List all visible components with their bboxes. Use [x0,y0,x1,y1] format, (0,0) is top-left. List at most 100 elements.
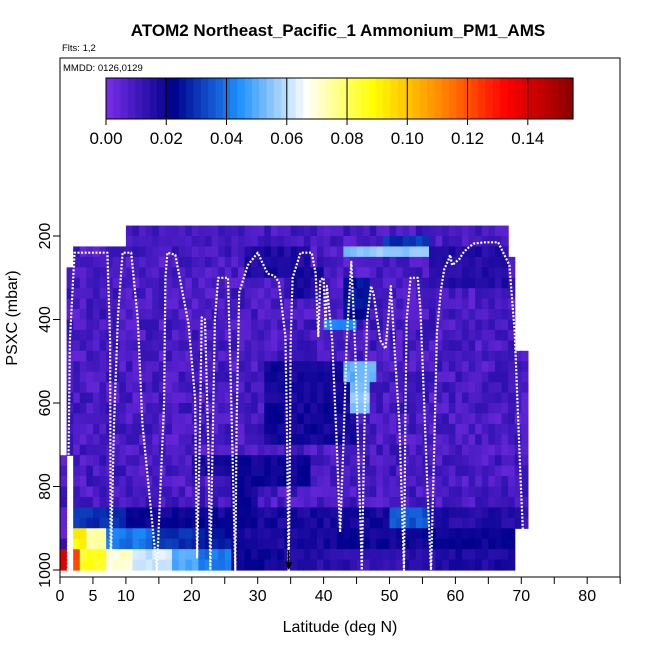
heatmap-cell [244,382,252,394]
heatmap-cell [435,496,443,508]
heatmap-cell [198,517,206,529]
heatmap-cell [501,382,509,394]
heatmap-cell [435,559,443,571]
heatmap-cell [508,434,516,446]
heatmap-cell [132,549,140,561]
heatmap-cell [185,288,193,300]
heatmap-cell [455,517,463,529]
heatmap-cell [508,256,516,268]
heatmap-cell [79,382,87,394]
heatmap-cell [448,288,456,300]
heatmap-cell [158,423,167,435]
heatmap-cell [415,382,424,394]
heatmap-cell [86,476,94,488]
heatmap-cell [303,538,312,550]
heatmap-cell [60,528,68,540]
heatmap-cell [422,246,430,258]
heatmap-cell [349,423,358,435]
heatmap-cell [521,465,529,477]
heatmap-cell [514,361,522,373]
heatmap-cell [488,403,496,415]
heatmap-cell [277,340,285,352]
heatmap-cell [475,423,483,435]
heatmap-cell [323,465,331,477]
heatmap-cell [277,267,285,279]
heatmap-cell [461,528,470,540]
heatmap-cell [349,340,358,352]
heatmap-cell [336,277,344,289]
heatmap-cell [468,538,476,550]
heatmap-cell [402,444,410,456]
heatmap-cell [172,413,180,425]
heatmap-cell [429,559,437,571]
heatmap-cell [231,465,239,477]
heatmap-cell [343,392,351,404]
heatmap-cell [429,434,437,446]
heatmap-cell [73,507,81,519]
heatmap-cell [198,465,206,477]
heatmap-cell [297,538,305,550]
heatmap-cell [422,403,430,415]
heatmap-cell [60,496,68,508]
heatmap-cell [99,340,107,352]
heatmap-cell [323,236,331,248]
heatmap-cell [409,444,417,456]
heatmap-cell [284,267,292,279]
heatmap-cell [218,277,226,289]
heatmap-cell [310,549,318,561]
heatmap-cell [257,319,265,331]
heatmap-cell [277,434,285,446]
heatmap-cell [303,329,312,341]
heatmap-cell [310,413,318,425]
heatmap-cell [330,340,338,352]
colorbar-segment [397,78,406,119]
heatmap-cell [132,246,140,258]
heatmap-cell [198,246,206,258]
heatmap-cell [356,309,364,321]
heatmap-cell [303,277,312,289]
heatmap-cell [284,549,292,561]
heatmap-cell [185,413,193,425]
heatmap-cell [461,309,470,321]
heatmap-cell [422,382,430,394]
heatmap-cell [422,277,430,289]
heatmap-cell [508,403,516,415]
heatmap-cell [415,549,424,561]
heatmap-cell [86,507,94,519]
heatmap-cell [73,403,81,415]
heatmap-cell [336,423,344,435]
heatmap-cell [145,528,153,540]
colorbar-border [105,77,574,120]
heatmap-cell [389,528,397,540]
heatmap-cell [409,298,417,310]
heatmap-cell [290,403,298,415]
heatmap-cell [363,549,371,561]
heatmap-cell [363,465,371,477]
heatmap-cell [73,517,81,529]
heatmap-cell [152,486,160,498]
heatmap-cell [448,517,456,529]
heatmap-cell [508,455,516,467]
heatmap-cell [251,465,259,477]
heatmap-cell [409,236,417,248]
heatmap-cell [494,288,503,300]
heatmap-cell [86,267,94,279]
heatmap-cell [409,403,417,415]
heatmap-cell [396,403,404,415]
heatmap-cell [86,371,94,383]
heatmap-cell [251,319,259,331]
heatmap-cell [494,496,503,508]
colorbar-segment [324,78,333,119]
heatmap-cell [237,423,246,435]
heatmap-cell [461,340,470,352]
heatmap-cell [310,309,318,321]
heatmap-cell [409,382,417,394]
heatmap-cell [132,350,140,362]
heatmap-cell [119,444,127,456]
heatmap-cell [185,382,193,394]
heatmap-cell [92,329,101,341]
heatmap-cell [251,549,259,561]
heatmap-cell [204,444,213,456]
heatmap-cell [330,538,338,550]
heatmap-cell [330,329,338,341]
